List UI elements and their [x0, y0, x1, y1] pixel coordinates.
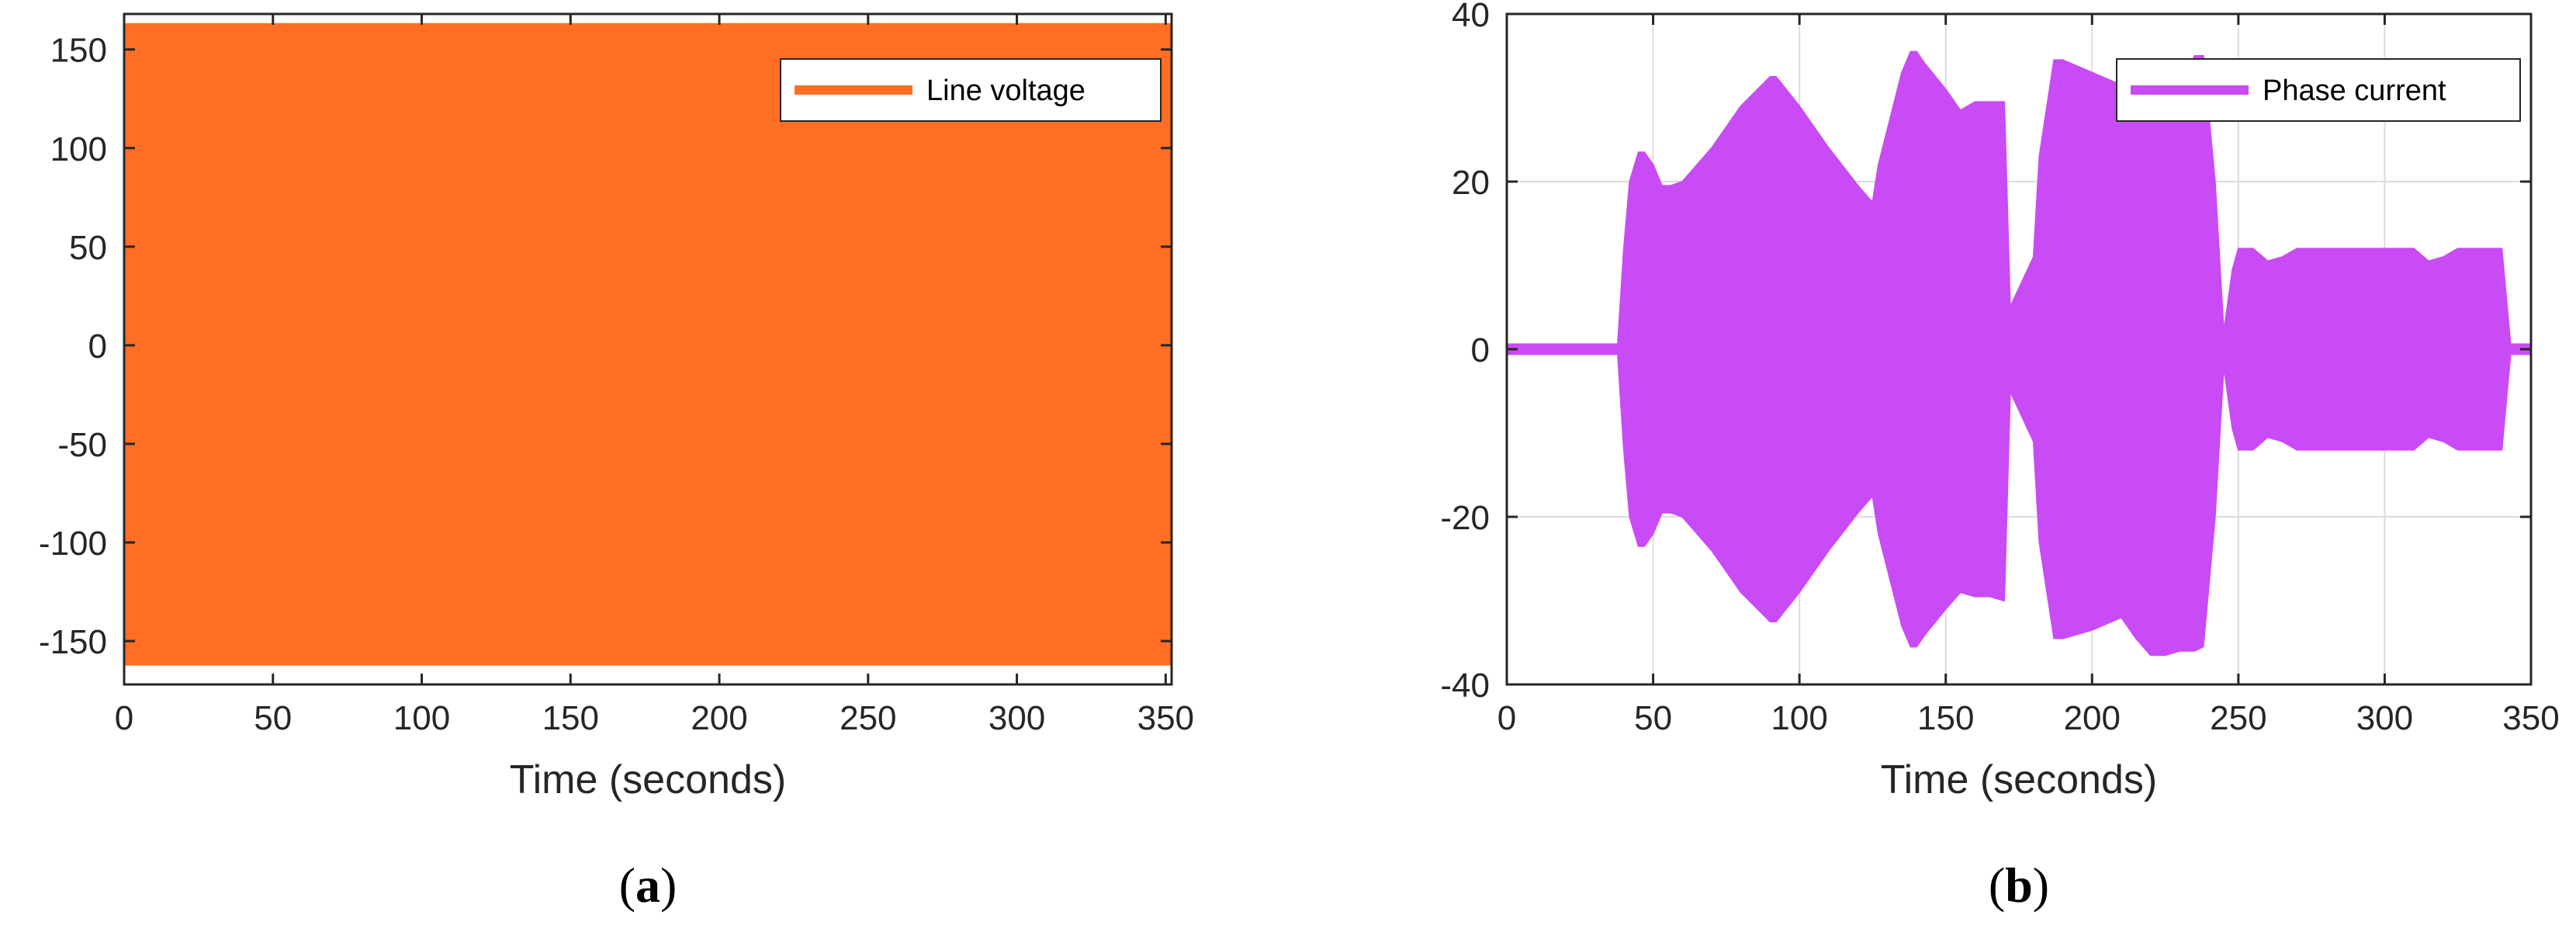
chart-b-y-tick-label-4: -40: [1440, 667, 1490, 705]
chart-b-x-tick-label-4: 200: [2064, 699, 2121, 737]
chart-a-x-tick-label-7: 350: [1137, 699, 1194, 737]
chart-b-series-envelope-0: [1506, 50, 2532, 657]
chart-a-x-tick-label-0: 0: [115, 699, 133, 737]
chart-b-legend-label-phase-current: Phase current: [2263, 74, 2446, 107]
chart-a-y-tick-label-6: -150: [39, 623, 107, 661]
chart-a-x-tick-label-4: 200: [691, 699, 747, 737]
chart-a-y-tick-label-1: 100: [50, 130, 107, 168]
chart-b-y-tick-label-0: 40: [1452, 0, 1490, 34]
chart-a-y-tick-label-2: 50: [69, 229, 107, 267]
chart-b-x-tick-label-2: 100: [1771, 699, 1827, 737]
chart-a-x-tick-label-3: 150: [542, 699, 599, 737]
chart-b-x-tick-label-5: 250: [2210, 699, 2266, 737]
chart-a-y-tick-label-5: -100: [39, 525, 107, 563]
chart-a-plot-frame: [123, 12, 1173, 686]
chart-a-x-axis-label: Time (seconds): [510, 757, 786, 802]
chart-b-panel-letter: b: [2005, 858, 2033, 913]
chart-a-legend: Line voltage: [780, 58, 1162, 122]
chart-a-x-ticks: 0 50 100 150 200 250 300 350: [115, 14, 1194, 737]
chart-a-y-ticks: 150 100 50 0 -50 -100 -150: [39, 32, 1172, 661]
chart-a-line-voltage: 150 100 50 0 -50 -100 -150 0 50 100 150 200 250 300 3…: [39, 12, 1194, 913]
chart-a-x-tick-label-5: 250: [840, 699, 896, 737]
chart-b-series: [1506, 50, 2532, 657]
chart-a-legend-label-line-voltage: Line voltage: [926, 74, 1085, 107]
chart-b-y-tick-label-1: 20: [1452, 164, 1490, 202]
chart-b-x-tick-label-3: 150: [1917, 699, 1974, 737]
chart-b-panel-label: (b): [1989, 858, 2049, 913]
chart-a-panel-label: (a): [619, 858, 677, 913]
chart-b-x-tick-label-7: 350: [2502, 699, 2559, 737]
chart-a-panel-letter: a: [635, 858, 660, 913]
chart-a-x-tick-label-6: 300: [989, 699, 1045, 737]
chart-b-legend: Phase current: [2116, 58, 2521, 122]
chart-a-x-tick-label-1: 50: [254, 699, 292, 737]
chart-a-y-tick-label-3: 0: [88, 327, 107, 366]
chart-b-y-tick-label-2: 0: [1471, 331, 1490, 369]
chart-b-x-tick-label-1: 50: [1634, 699, 1672, 737]
chart-a-y-tick-label-4: -50: [57, 426, 107, 464]
chart-a-y-tick-label-0: 150: [50, 32, 107, 70]
chart-b-x-ticks: 0 50 100 150 200 250 300 350: [1497, 14, 2560, 737]
chart-b-y-tick-label-3: -20: [1440, 499, 1490, 537]
chart-b-x-axis-label: Time (seconds): [1881, 757, 2157, 802]
chart-a-x-tick-label-2: 100: [393, 699, 450, 737]
chart-b-x-tick-label-0: 0: [1497, 699, 1516, 737]
chart-b-y-ticks: 40 20 0 -20 -40: [1440, 0, 2531, 705]
chart-b-x-tick-label-6: 300: [2356, 699, 2413, 737]
